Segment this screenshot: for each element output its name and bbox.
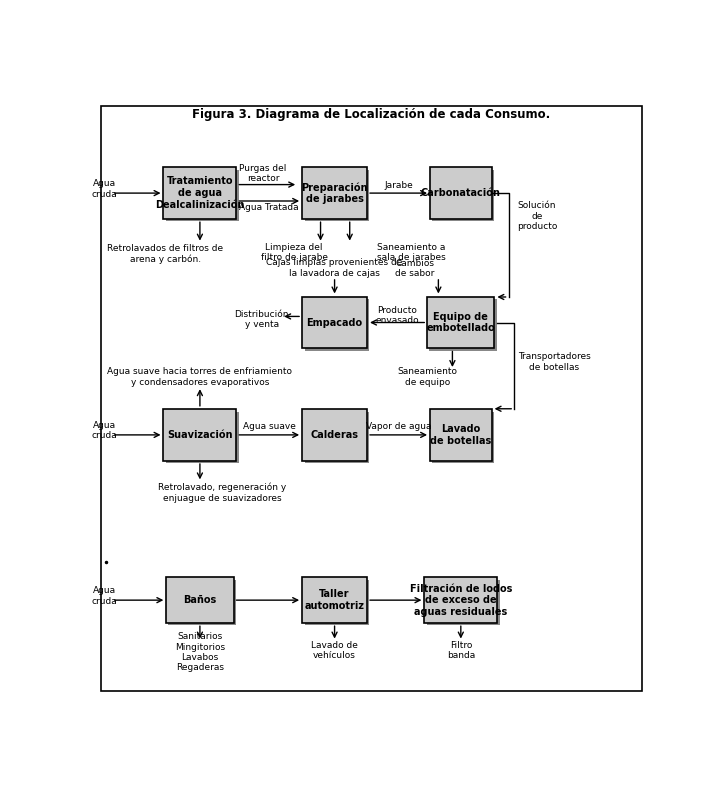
Text: Purgas del
reactor: Purgas del reactor [239,164,287,183]
Text: Cambios
de sabor: Cambios de sabor [395,259,434,279]
Bar [305,580,369,626]
Bar [169,580,236,626]
Bar [164,409,236,461]
Bar [305,170,369,222]
Bar [427,297,494,348]
Text: Agua
cruda: Agua cruda [92,586,117,606]
Text: Taller
automotriz: Taller automotriz [305,589,365,611]
Text: Saneamiento
de equipo: Saneamiento de equipo [397,368,457,387]
Text: Sanitarios
Mingitorios
Lavabos
Regaderas: Sanitarios Mingitorios Lavabos Regaderas [175,632,225,672]
Bar [432,412,494,463]
Text: Transportadores
de botellas: Transportadores de botellas [518,353,591,372]
Text: Agua
cruda: Agua cruda [92,421,117,440]
Bar [430,167,492,219]
Bar [303,578,367,623]
Bar [166,170,239,222]
Text: Saneamiento a
sala de jarabes: Saneamiento a sala de jarabes [376,243,445,262]
Text: Tratamiento
de agua
Dealcalinización: Tratamiento de agua Dealcalinización [155,177,245,210]
Text: Filtro
banda: Filtro banda [447,641,475,660]
Text: Limpieza del
filtro de jarabe: Limpieza del filtro de jarabe [261,243,328,262]
Text: Jarabe: Jarabe [384,181,413,190]
Bar [432,170,494,222]
Bar [424,578,497,623]
Bar [426,580,500,626]
Text: Retrolavados de filtros de
arena y carbón.: Retrolavados de filtros de arena y carbó… [107,244,223,264]
Text: Lavado
de botellas: Lavado de botellas [430,424,492,446]
Bar [167,578,234,623]
Bar [303,297,367,348]
Bar [303,167,367,219]
Text: Figura 3. Diagrama de Localización de cada Consumo.: Figura 3. Diagrama de Localización de ca… [192,107,550,121]
Text: Filtración de lodos
de exceso de
aguas residuales: Filtración de lodos de exceso de aguas r… [410,584,512,617]
Bar [166,412,239,463]
Text: Cajas limpias provenientes de
la lavadora de cajas: Cajas limpias provenientes de la lavador… [266,258,403,278]
Bar [164,167,236,219]
Text: Agua Tratada: Agua Tratada [239,203,299,211]
Text: Calderas: Calderas [311,430,358,440]
Bar [303,409,367,461]
Text: Producto
envasado: Producto envasado [376,305,419,325]
Text: Retrolavado, regeneración y
enjuague de suavizadores: Retrolavado, regeneración y enjuague de … [159,483,287,503]
Text: Solución
de
producto: Solución de producto [517,201,557,231]
Bar [305,412,369,463]
Bar [430,409,492,461]
Text: Distribución
y venta: Distribución y venta [235,310,289,329]
Text: Preparación
de jarabes: Preparación de jarabes [301,182,368,204]
Bar [429,299,497,351]
Text: Vapor de agua: Vapor de agua [366,422,432,432]
Text: Lavado de
vehículos: Lavado de vehículos [311,641,358,660]
Text: Baños: Baños [183,595,216,605]
Text: Agua suave: Agua suave [243,422,296,432]
Text: Empacado: Empacado [306,317,363,327]
Text: Agua
cruda: Agua cruda [92,179,117,199]
Text: Agua suave hacia torres de enfriamiento
y condensadores evaporativos: Agua suave hacia torres de enfriamiento … [107,368,292,387]
Text: Suavización: Suavización [167,430,232,440]
Bar [305,299,369,351]
Text: Carbonatación: Carbonatación [421,188,501,198]
Text: Equipo de
embotellado: Equipo de embotellado [426,312,495,333]
